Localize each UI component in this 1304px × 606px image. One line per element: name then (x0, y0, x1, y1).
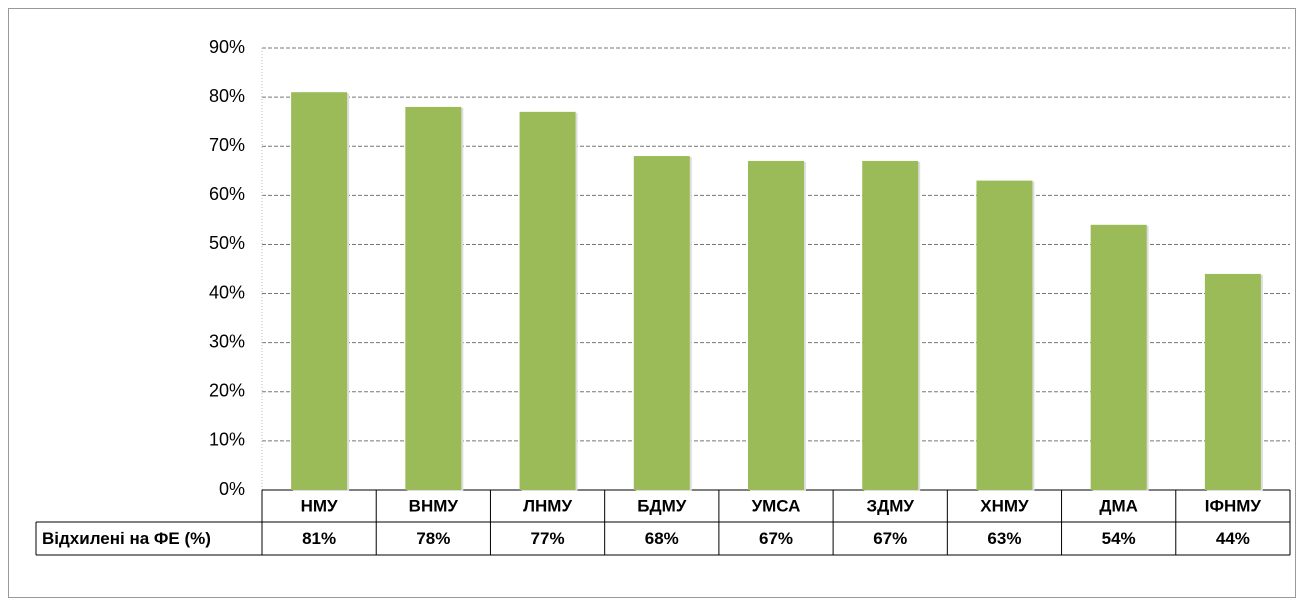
y-tick-label: 70% (209, 135, 245, 155)
x-tick-label: БДМУ (637, 496, 686, 515)
bar (1090, 224, 1147, 491)
data-label: 67% (759, 529, 793, 548)
bar (976, 180, 1033, 490)
data-label: 67% (873, 529, 907, 548)
y-tick-label: 40% (209, 282, 245, 302)
bar (1204, 273, 1261, 490)
bar (748, 160, 804, 490)
bar (519, 111, 576, 490)
data-label: 68% (645, 529, 679, 548)
x-tick-label: ІФНМУ (1205, 496, 1262, 515)
legend-label: Відхилені на ФЕ (%) (42, 529, 211, 548)
data-label: 77% (531, 529, 565, 548)
bar (862, 160, 919, 490)
x-tick-label: УМСА (752, 496, 801, 515)
y-tick-label: 20% (209, 381, 245, 401)
y-tick-label: 30% (209, 331, 245, 351)
x-tick-label: НМУ (301, 496, 338, 515)
bar (291, 92, 348, 490)
x-tick-label: ВНМУ (409, 496, 459, 515)
y-tick-label: 50% (209, 233, 245, 253)
y-tick-label: 90% (209, 37, 245, 57)
data-label: 81% (302, 529, 336, 548)
data-label: 78% (416, 529, 450, 548)
bar (405, 106, 462, 490)
data-label: 44% (1216, 529, 1250, 548)
x-tick-label: ХНМУ (980, 496, 1029, 515)
x-tick-label: ЛНМУ (523, 496, 572, 515)
data-label: 54% (1102, 529, 1136, 548)
bar (633, 156, 690, 491)
y-tick-label: 10% (209, 430, 245, 450)
x-tick-label: ДМА (1099, 496, 1138, 515)
y-tick-label: 0% (219, 479, 245, 499)
y-tick-label: 60% (209, 184, 245, 204)
x-tick-label: ЗДМУ (866, 496, 914, 515)
y-tick-label: 80% (209, 86, 245, 106)
data-label: 63% (987, 529, 1021, 548)
